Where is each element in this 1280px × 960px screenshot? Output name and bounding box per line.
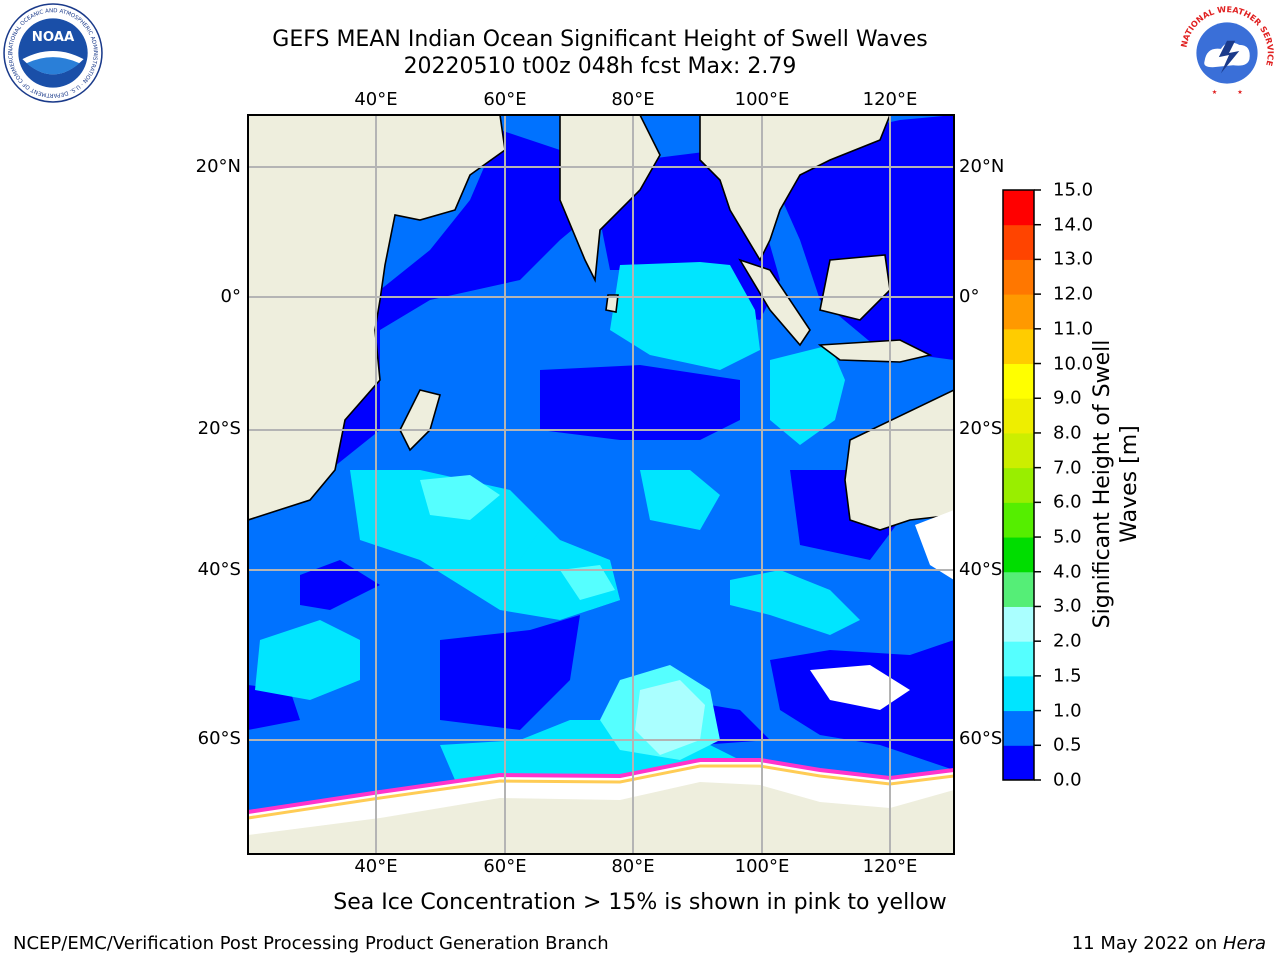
lat-tick-right: 20°S	[959, 418, 1003, 439]
colorbar-tick-label: 2.0	[1053, 630, 1082, 652]
colorbar-segment	[1003, 502, 1034, 538]
colorbar-tick-label: 12.0	[1053, 283, 1094, 305]
svg-text:★: ★	[1212, 89, 1218, 96]
lat-tick-left: 20°N	[195, 156, 241, 177]
colorbar-segment	[1003, 363, 1034, 399]
colorbar-tick-label: 13.0	[1053, 248, 1094, 270]
colorbar-segment	[1003, 571, 1034, 607]
lat-tick-right: 60°S	[959, 728, 1003, 749]
lat-tick-left: 0°	[220, 286, 241, 307]
lat-tick-left: 60°S	[197, 728, 241, 749]
colorbar-segment	[1003, 745, 1034, 781]
lon-tick-bottom: 40°E	[354, 856, 398, 877]
footer-machine: Hera	[1222, 933, 1266, 954]
lat-tick-right: 0°	[959, 286, 980, 307]
lat-tick-left: 20°S	[197, 418, 241, 439]
colorbar-segment	[1003, 294, 1034, 330]
colorbar-tick-label: 5.0	[1053, 526, 1082, 548]
colorbar-tick-label: 1.0	[1053, 700, 1082, 722]
lon-tick-bottom: 80°E	[611, 856, 655, 877]
sea-ice-note: Sea Ice Concentration > 15% is shown in …	[333, 890, 947, 915]
colorbar	[1003, 190, 1034, 781]
chart-subtitle: 20220510 t00z 048h fcst Max: 2.79	[403, 54, 797, 79]
colorbar-tick-label: 4.0	[1053, 561, 1082, 583]
colorbar-segment	[1003, 710, 1034, 746]
colorbar-tick-label: 6.0	[1053, 491, 1082, 513]
footer-date: 11 May 2022 on Hera	[1072, 933, 1266, 954]
colorbar-ticks	[1034, 189, 1041, 781]
colorbar-segment	[1003, 190, 1034, 226]
lon-tick-top: 100°E	[734, 89, 790, 110]
sea-ice-inner	[248, 764, 954, 820]
colorbar-segment	[1003, 537, 1034, 573]
noaa-logo-text: NOAA	[32, 30, 75, 45]
colorbar-tick-label: 8.0	[1053, 422, 1082, 444]
lon-tick-top: 80°E	[611, 89, 655, 110]
noaa-logo: NATIONAL OCEANIC AND ATMOSPHERIC ADMINIS…	[3, 3, 103, 103]
colorbar-tick-label: 15.0	[1053, 179, 1094, 201]
colorbar-segment	[1003, 675, 1034, 712]
colorbar-tick-label: 0.0	[1053, 769, 1082, 791]
lat-tick-right: 40°S	[959, 559, 1003, 580]
colorbar-frame	[1002, 189, 1035, 781]
colorbar-tick-label: 7.0	[1053, 457, 1082, 479]
colorbar-tick-label: 1.5	[1053, 665, 1082, 687]
colorbar-segment	[1003, 641, 1034, 677]
map-frame	[247, 114, 955, 855]
no-data-patch	[810, 665, 910, 710]
map-gridlines	[248, 115, 954, 854]
colorbar-segment	[1003, 432, 1034, 469]
lon-tick-bottom: 120°E	[862, 856, 918, 877]
lon-tick-bottom: 100°E	[734, 856, 790, 877]
colorbar-tick-label: 10.0	[1053, 353, 1094, 375]
lon-tick-bottom: 60°E	[483, 856, 527, 877]
colorbar-tick-label: 3.0	[1053, 595, 1082, 617]
lon-tick-top: 40°E	[354, 89, 398, 110]
colorbar-segment	[1003, 467, 1034, 503]
colorbar-segment	[1003, 224, 1034, 260]
colorbar-segment	[1003, 328, 1034, 365]
no-data-patch	[915, 510, 954, 580]
colorbar-segment	[1003, 398, 1034, 434]
colorbar-label: Significant Height of Swell Waves [m]	[1090, 339, 1142, 629]
nws-logo: NATIONAL WEATHER SERVICE ★ ★	[1178, 4, 1276, 102]
footer-credit: NCEP/EMC/Verification Post Processing Pr…	[13, 933, 609, 954]
lon-tick-top: 120°E	[862, 89, 918, 110]
sea-ice-edge	[248, 758, 954, 814]
colorbar-tick-label: 0.5	[1053, 734, 1082, 756]
footer-date-text: 11 May 2022 on	[1071, 933, 1223, 954]
chart-title: GEFS MEAN Indian Ocean Significant Heigh…	[272, 27, 928, 52]
svg-text:★: ★	[1237, 89, 1243, 96]
colorbar-tick-label: 9.0	[1053, 387, 1082, 409]
colorbar-segment	[1003, 606, 1034, 642]
colorbar-tick-label: 11.0	[1053, 318, 1094, 340]
lon-tick-top: 60°E	[483, 89, 527, 110]
lat-tick-left: 40°S	[197, 559, 241, 580]
colorbar-tick-label: 14.0	[1053, 214, 1094, 236]
colorbar-segment	[1003, 259, 1034, 295]
sea-ice-zone	[248, 760, 954, 835]
lat-tick-right: 20°N	[959, 156, 1005, 177]
swell-2.0-3.0m	[635, 680, 705, 755]
